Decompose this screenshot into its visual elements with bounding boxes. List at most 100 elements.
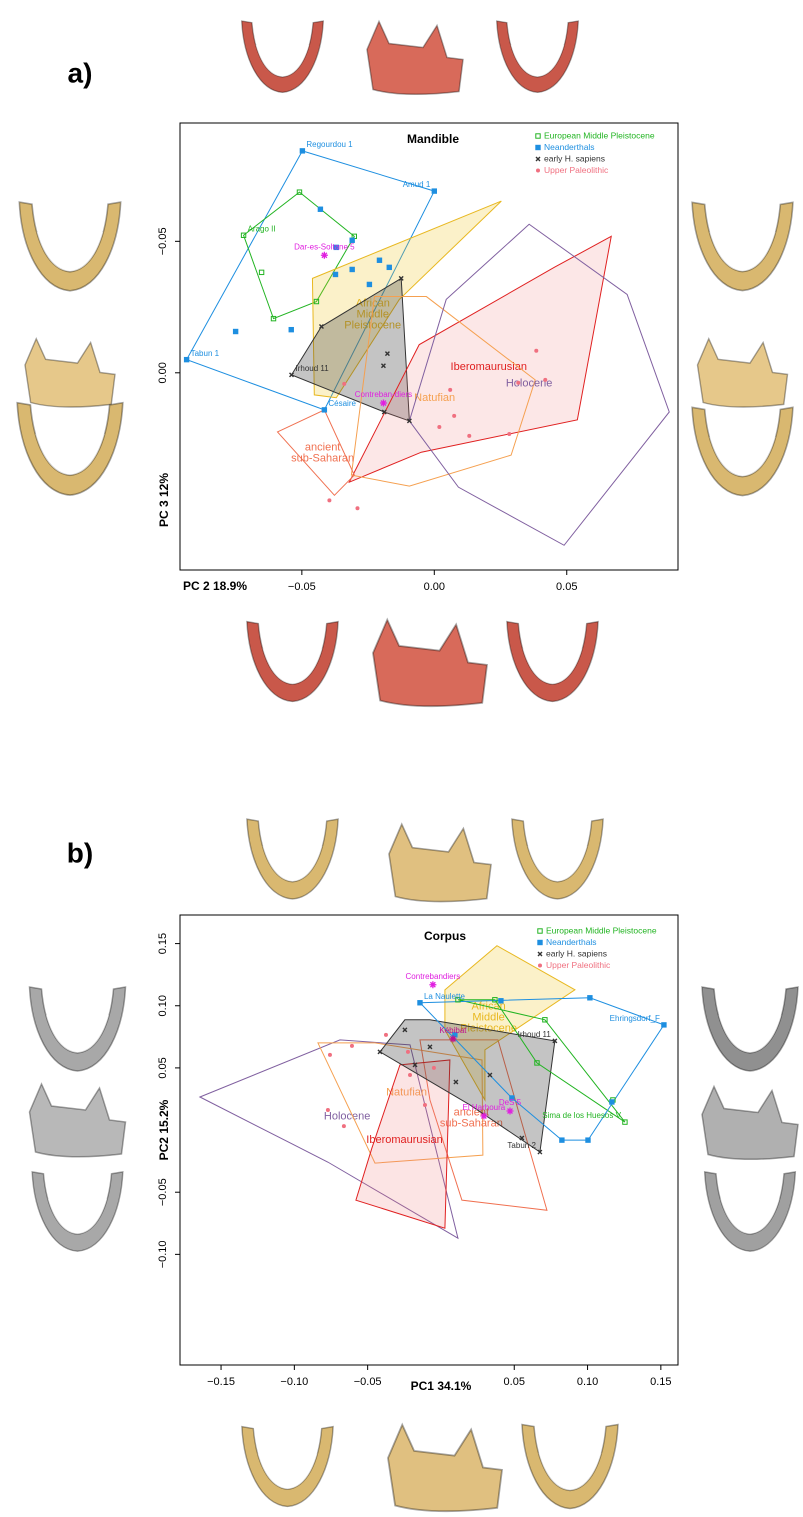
specimen-label: Amud 1: [403, 180, 431, 189]
mandible-image: [240, 19, 325, 95]
legend-marker: [537, 939, 543, 946]
point: [270, 315, 277, 322]
y-tick-label: 0.15: [157, 933, 169, 954]
scatter-chart: b) Corpus −0.15 −0.10 −0.05 0.05 0.10 0.15 0.15 0…: [67, 837, 679, 1393]
hull-label: ancient sub-Saharan: [291, 441, 354, 464]
point: [366, 281, 373, 288]
point: [402, 1027, 408, 1033]
corpus-image: [30, 1170, 125, 1253]
legend-label: Upper Paleolithic: [546, 960, 611, 970]
x-tick-label: −0.05: [354, 1376, 382, 1388]
group-hull: [408, 223, 670, 546]
point: [299, 148, 306, 154]
corpus-image: [388, 823, 492, 903]
specimen-point: [379, 399, 387, 407]
point: [431, 1065, 436, 1070]
point: [507, 432, 512, 437]
point: [383, 1032, 388, 1037]
y-tick-label: −0.05: [157, 1178, 169, 1206]
point: [349, 266, 355, 273]
point: [408, 1072, 413, 1077]
point: [288, 326, 294, 333]
mandible-image: [17, 200, 123, 293]
y-axis-label: PC 3 12%: [157, 473, 171, 527]
point: [398, 275, 404, 281]
legend-label: European Middle Pleistocene: [546, 925, 657, 935]
plot-frame: [179, 122, 679, 571]
mandible-image: [696, 337, 789, 408]
point: [377, 1049, 383, 1055]
hull-label: Natufian: [386, 1087, 427, 1099]
specimen-label: DeS 5: [499, 1098, 522, 1107]
corpus-image: [245, 817, 340, 901]
legend-marker: [537, 928, 543, 934]
point: [296, 189, 303, 195]
point: [427, 1044, 433, 1050]
hull-label: ancient sub-Saharan: [440, 1106, 503, 1129]
point: [332, 271, 339, 278]
chart-title: Corpus: [424, 929, 466, 943]
corpus-image: [387, 1423, 503, 1513]
legend-marker: [536, 168, 540, 173]
point: [355, 506, 360, 511]
point: [534, 1060, 540, 1066]
point: [487, 1072, 493, 1078]
point: [552, 1038, 558, 1044]
point: [380, 363, 386, 369]
point: [381, 409, 387, 415]
point: [543, 377, 548, 382]
scatter-chart: a) Mandible −0.05 0.00 0.05 −0.05 0.00 PC 2 18.…: [68, 57, 679, 593]
hull-label: Iberomaurusian: [451, 361, 527, 373]
specimen-point: [480, 1112, 488, 1120]
point: [587, 995, 593, 1001]
point: [534, 348, 539, 353]
group-hull: [242, 191, 355, 320]
x-tick-label: 0.00: [424, 581, 445, 593]
legend-marker: [537, 951, 543, 957]
point: [405, 1049, 410, 1054]
specimen-label: Irhoud 11: [296, 364, 330, 373]
mandible-image: [690, 200, 795, 293]
legend-label: early H. sapiens: [546, 948, 607, 958]
specimen-point: [429, 981, 437, 989]
specimen-label: Sima de los Huesos V: [542, 1111, 621, 1120]
specimen-label: Tabun 2: [507, 1141, 536, 1150]
point: [519, 1135, 525, 1141]
corpus-image: [520, 1422, 620, 1511]
specimen-label: Contreban-diers: [355, 390, 412, 399]
point: [321, 407, 328, 413]
plot-frame: [179, 914, 679, 1366]
point: [289, 372, 295, 378]
y-tick-label: 0.10: [157, 995, 169, 1016]
y-axis-label: PC2 15.2%: [157, 1099, 171, 1160]
hull-label: Natufian: [414, 392, 455, 404]
corpus-image: [701, 1085, 799, 1161]
point: [455, 997, 461, 1003]
specimen-label: Irhoud 11: [518, 1030, 552, 1039]
mandible-image: [15, 401, 125, 497]
corpus-image: [700, 985, 800, 1073]
legend-marker: [538, 963, 542, 968]
x-tick-label: 0.05: [556, 581, 577, 593]
point: [386, 264, 392, 271]
legend-marker: [535, 133, 541, 139]
corpus-image: [510, 817, 605, 901]
mandible-image: [24, 337, 116, 408]
corpus-image: [28, 1083, 127, 1158]
point: [327, 498, 332, 503]
group-hull: [290, 277, 410, 422]
point: [376, 257, 383, 263]
point: [622, 1119, 628, 1125]
group-hull: [457, 999, 626, 1123]
point: [333, 244, 339, 251]
x-tick-label: −0.10: [280, 1376, 308, 1388]
point: [431, 188, 437, 194]
x-tick-label: −0.15: [207, 1376, 235, 1388]
point: [318, 324, 324, 330]
y-tick-label: 0.05: [157, 1057, 169, 1078]
specimen-point: [320, 251, 328, 259]
point: [417, 1000, 423, 1006]
point: [509, 1095, 515, 1101]
mandible-image: [245, 619, 340, 704]
legend-label: Neanderthals: [546, 937, 597, 947]
